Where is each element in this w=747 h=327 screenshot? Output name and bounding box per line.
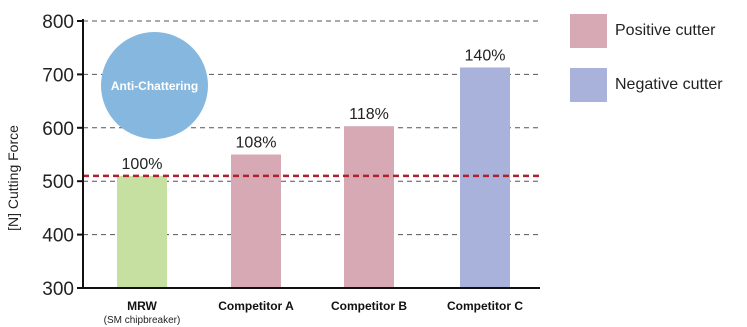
y-tick-label-800: 800 (42, 12, 74, 33)
legend-swatch-positive (570, 14, 607, 48)
y-tick-label-700: 700 (42, 65, 74, 86)
bar-2 (344, 126, 394, 288)
legend-label-positive: Positive cutter (615, 22, 716, 39)
legend-item-positive: Positive cutter (570, 14, 723, 48)
x-tick-sublabel-0: (SM chipbreaker) (104, 315, 181, 326)
data-labels: 100% 108% 118% 140% (122, 47, 506, 172)
y-tick-labels: 300 400 500 600 700 800 (42, 12, 74, 300)
bar-0 (117, 175, 167, 288)
anti-chattering-badge: Anti-Chattering (101, 32, 208, 139)
y-tick-label-400: 400 (42, 226, 74, 247)
y-tick-label-300: 300 (42, 279, 74, 300)
axes (82, 19, 540, 289)
y-tick-label-500: 500 (42, 172, 74, 193)
x-tick-labels: MRW (SM chipbreaker) Competitor A Competito… (104, 299, 524, 326)
y-tick-label-600: 600 (42, 119, 74, 140)
legend: Positive cutter Negative cutter (570, 14, 723, 122)
bars (83, 67, 540, 288)
y-axis-label: [N] Cutting Force (5, 125, 21, 231)
x-tick-label-3: Competitor C (447, 299, 523, 313)
legend-item-negative: Negative cutter (570, 68, 723, 102)
bar-1 (231, 154, 281, 288)
data-label-0: 100% (122, 156, 163, 173)
legend-swatch-negative (570, 68, 607, 102)
anti-chattering-badge-label: Anti-Chattering (110, 78, 199, 93)
data-label-2: 118% (349, 106, 389, 123)
x-tick-label-0: MRW (127, 299, 157, 313)
bar-3 (460, 67, 510, 288)
data-label-3: 140% (465, 47, 506, 64)
data-label-1: 108% (236, 135, 277, 152)
x-tick-label-2: Competitor B (331, 299, 407, 313)
legend-label-negative: Negative cutter (615, 76, 723, 93)
x-tick-label-1: Competitor A (218, 299, 294, 313)
